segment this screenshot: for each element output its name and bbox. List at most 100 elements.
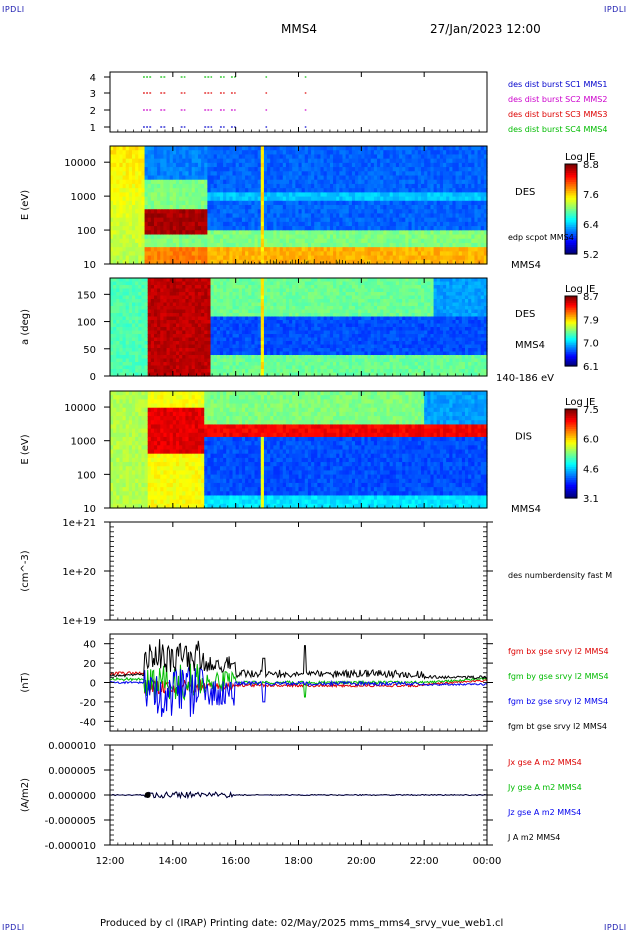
spectrogram-cell (424, 196, 428, 202)
spectrogram-cell (179, 327, 183, 332)
spectrogram-cell (166, 221, 171, 227)
spectrogram-cell (153, 369, 158, 374)
spectrogram-cell (150, 292, 155, 297)
spectrogram-cell (169, 188, 174, 193)
spectrogram-cell (351, 179, 356, 185)
spectrogram-cell (138, 146, 143, 151)
spectrogram-cell (295, 167, 300, 172)
spectrogram-cell (276, 205, 281, 210)
spectrogram-cell (223, 171, 227, 177)
spectrogram-cell (182, 226, 186, 231)
spectrogram-cell (254, 369, 259, 374)
spectrogram-cell (241, 205, 246, 210)
spectrogram-cell (285, 171, 290, 177)
burst-ytick-label: 4 (90, 73, 96, 84)
spectrogram-cell (295, 205, 300, 210)
spectrogram-cell (138, 320, 143, 325)
spectrogram-cell (157, 217, 161, 223)
spectrogram-cell (329, 183, 334, 189)
spectrogram-cell (226, 238, 230, 244)
spectrogram-cell (386, 179, 391, 185)
spectrogram-cell (421, 221, 425, 227)
spectrogram-cell (405, 200, 410, 206)
spectrogram-cell (204, 327, 208, 332)
spectrogram-cell (241, 221, 246, 227)
spectrogram-cell (188, 251, 193, 257)
corner-label-bottom-right: IPDLI (604, 923, 627, 932)
spectrogram-cell (207, 306, 212, 311)
spectrogram-cell (395, 200, 400, 206)
spectrogram-cell (251, 255, 256, 261)
spectrogram-cell (188, 292, 193, 297)
spectrogram-cell (191, 251, 196, 257)
spectrogram-cell (219, 344, 224, 349)
spectrogram-cell (446, 167, 450, 172)
spectrogram-cell (245, 226, 249, 231)
spectrogram-cell (465, 226, 469, 231)
spectrogram-cell (477, 158, 482, 164)
spectrogram-cell (389, 179, 394, 185)
spectrogram-cell (191, 341, 196, 346)
spectrogram-cell (229, 351, 234, 356)
spectrogram-cell (282, 213, 287, 219)
spectrogram-cell (232, 209, 237, 215)
spectrogram-cell (292, 162, 296, 168)
spectrogram-cell (248, 320, 252, 325)
spectrogram-cell (160, 355, 165, 360)
spectrogram-cell (216, 365, 221, 370)
spectrogram-cell (443, 242, 447, 248)
spectrogram-cell (270, 234, 274, 240)
spectrogram-cell (436, 196, 441, 202)
spectrogram-cell (433, 255, 438, 261)
spectrogram-cell (373, 234, 378, 240)
spectrogram-cell (295, 242, 300, 248)
spectrogram-cell (436, 146, 441, 151)
spectrogram-cell (226, 179, 230, 185)
spectrogram-cell (427, 259, 432, 265)
spectrogram-cell (304, 162, 309, 168)
spectrogram-cell (370, 146, 375, 151)
spectrogram-cell (219, 334, 224, 339)
spectrogram-cell (229, 344, 234, 349)
spectrogram-cell (232, 309, 237, 314)
spectrogram-cell (128, 344, 133, 349)
spectrogram-cell (355, 242, 359, 248)
spectrogram-cell (144, 278, 149, 283)
spectrogram-cell (185, 247, 190, 252)
spectrogram-cell (289, 183, 293, 189)
spectrogram-cell (238, 188, 243, 193)
spectrogram-cell (131, 369, 136, 374)
spectrogram-cell (125, 344, 130, 349)
spectrogram-cell (314, 162, 318, 168)
spectrogram-cell (157, 162, 161, 168)
spectrogram-cell (311, 150, 315, 156)
spectrogram-cell (345, 234, 350, 240)
spectrogram-cell (135, 226, 139, 231)
spectrogram-cell (361, 167, 366, 172)
spectrogram-cell (411, 188, 416, 193)
spectrogram-cell (131, 192, 136, 198)
spectrogram-cell (153, 278, 158, 283)
spectrogram-cell (216, 154, 221, 160)
spectrogram-cell (446, 226, 450, 231)
spectrogram-cell (320, 251, 325, 257)
spectrogram-cell (458, 226, 463, 231)
spectrogram-cell (329, 175, 334, 181)
spectrogram-cell (377, 158, 381, 164)
spectrogram-cell (307, 154, 312, 160)
spectrogram-cell (364, 150, 369, 156)
spectrogram-cell (194, 330, 199, 335)
spectrogram-cell (163, 242, 168, 248)
spectrogram-cell (122, 330, 127, 335)
spectrogram-cell (364, 213, 369, 219)
spectrogram-cell (480, 242, 485, 248)
spectrogram-cell (223, 205, 227, 210)
spectrogram-cell (336, 242, 340, 248)
spectrogram-cell (128, 154, 133, 160)
spectrogram-cell (317, 192, 322, 198)
spectrogram-cell (301, 255, 306, 261)
spectrogram-cell (125, 217, 130, 223)
spectrogram-cell (411, 205, 416, 210)
spectrogram-cell (295, 179, 300, 185)
spectrogram-cell (172, 251, 177, 257)
